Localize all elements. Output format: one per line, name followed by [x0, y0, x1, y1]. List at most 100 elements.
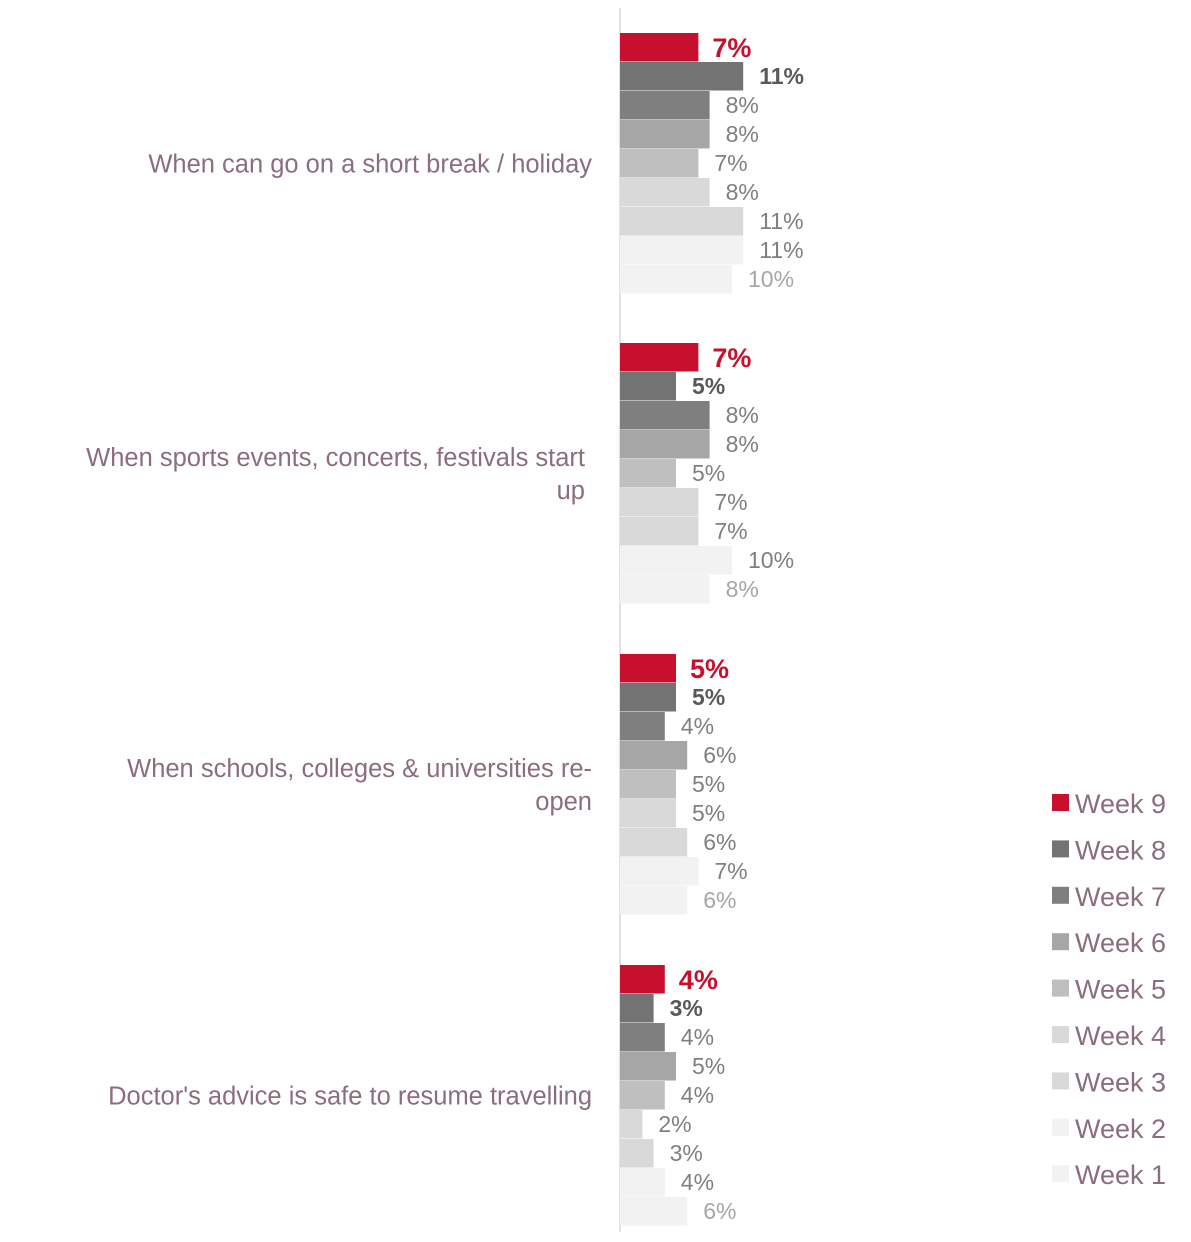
bar — [620, 799, 676, 828]
bar — [620, 828, 688, 857]
data-label: 8% — [726, 121, 759, 147]
bar — [620, 770, 676, 799]
data-label: 6% — [703, 829, 736, 855]
legend-item: Week 9 — [1052, 789, 1166, 819]
data-label: 11% — [759, 237, 803, 263]
data-label: 3% — [670, 995, 703, 1021]
bar — [620, 343, 699, 372]
data-label: 5% — [690, 654, 729, 684]
data-label: 6% — [703, 742, 736, 768]
legend-item: Week 2 — [1052, 1114, 1166, 1144]
legend: Week 9 Week 8 Week 7 Week 6 Week 5 Week 4 Week… — [1052, 789, 1166, 1190]
data-label: 4% — [679, 965, 718, 995]
bar — [620, 886, 688, 915]
bar — [620, 401, 710, 430]
data-label: 2% — [658, 1111, 691, 1137]
legend-swatch — [1052, 840, 1069, 858]
data-label: 5% — [692, 1053, 725, 1079]
category-label: When can go on a short break / holiday — [148, 151, 592, 179]
bar — [620, 741, 688, 770]
legend-item: Week 6 — [1052, 928, 1166, 958]
bar — [620, 1023, 665, 1052]
legend-label: Week 1 — [1075, 1160, 1166, 1190]
data-label: 10% — [748, 266, 794, 292]
legend-swatch — [1052, 1026, 1069, 1043]
data-label: 8% — [726, 179, 759, 205]
data-label: 11% — [759, 208, 803, 234]
data-label: 7% — [712, 343, 751, 373]
bar — [620, 430, 710, 459]
bar — [620, 1168, 665, 1197]
bar — [620, 965, 665, 994]
bar — [620, 120, 710, 149]
legend-item: Week 4 — [1052, 1021, 1166, 1051]
bar — [620, 575, 710, 604]
bar — [620, 1081, 665, 1110]
legend-swatch — [1052, 794, 1069, 811]
data-label: 5% — [692, 771, 725, 797]
data-label: 8% — [726, 576, 759, 602]
legend-label: Week 6 — [1075, 928, 1166, 958]
data-label: 8% — [726, 431, 759, 457]
data-label: 8% — [726, 92, 759, 118]
legend-swatch — [1052, 1118, 1069, 1136]
legend-item: Week 3 — [1052, 1067, 1166, 1097]
legend-label: Week 2 — [1075, 1114, 1166, 1144]
category-label: Doctor's advice is safe to resume travel… — [108, 1083, 592, 1111]
data-label: 7% — [712, 33, 751, 63]
bar — [620, 372, 676, 401]
legend-swatch — [1052, 1072, 1069, 1090]
category-label: When sports events, concerts, festivals … — [86, 444, 585, 505]
bar — [620, 994, 654, 1023]
bar — [620, 857, 699, 886]
data-label: 7% — [714, 518, 747, 544]
bar — [620, 683, 676, 712]
data-label: 3% — [670, 1140, 703, 1166]
bar — [620, 488, 699, 517]
data-label: 4% — [681, 713, 714, 739]
data-label: 7% — [714, 489, 747, 515]
legend-label: Week 9 — [1075, 789, 1166, 819]
legend-label: Week 5 — [1075, 975, 1166, 1005]
legend-label: Week 7 — [1075, 882, 1166, 912]
data-label: 5% — [692, 373, 725, 399]
data-label: 6% — [703, 1198, 736, 1224]
data-label: 4% — [681, 1169, 714, 1195]
legend-item: Week 1 — [1052, 1160, 1166, 1190]
bar — [620, 1110, 643, 1139]
legend-item: Week 8 — [1052, 835, 1166, 865]
data-label: 5% — [692, 800, 725, 826]
legend-label: Week 8 — [1075, 835, 1166, 865]
data-label: 11% — [759, 63, 804, 89]
bar — [620, 207, 744, 236]
data-label: 4% — [681, 1082, 714, 1108]
data-label: 7% — [714, 150, 747, 176]
bar — [620, 459, 676, 488]
legend-label: Week 4 — [1075, 1021, 1166, 1051]
bar — [620, 236, 744, 265]
bar — [620, 712, 665, 741]
data-label: 5% — [692, 460, 725, 486]
bar — [620, 62, 744, 91]
legend-swatch — [1052, 886, 1069, 904]
bar — [620, 1052, 676, 1081]
legend-item: Week 7 — [1052, 882, 1166, 912]
bar — [620, 546, 732, 575]
legend-swatch — [1052, 1165, 1069, 1183]
data-label: 4% — [681, 1024, 714, 1050]
data-label: 5% — [692, 684, 725, 710]
legend-swatch — [1052, 933, 1069, 951]
bar — [620, 33, 699, 62]
bar — [620, 149, 699, 178]
bar — [620, 1139, 654, 1168]
legend-item: Week 5 — [1052, 975, 1166, 1005]
bar — [620, 265, 732, 294]
data-label: 6% — [703, 887, 736, 913]
data-label: 10% — [748, 547, 794, 573]
category-label: When schools, colleges & universities re… — [127, 755, 592, 816]
bar — [620, 517, 699, 546]
bar — [620, 91, 710, 120]
data-label: 7% — [714, 858, 747, 884]
legend-swatch — [1052, 979, 1069, 997]
